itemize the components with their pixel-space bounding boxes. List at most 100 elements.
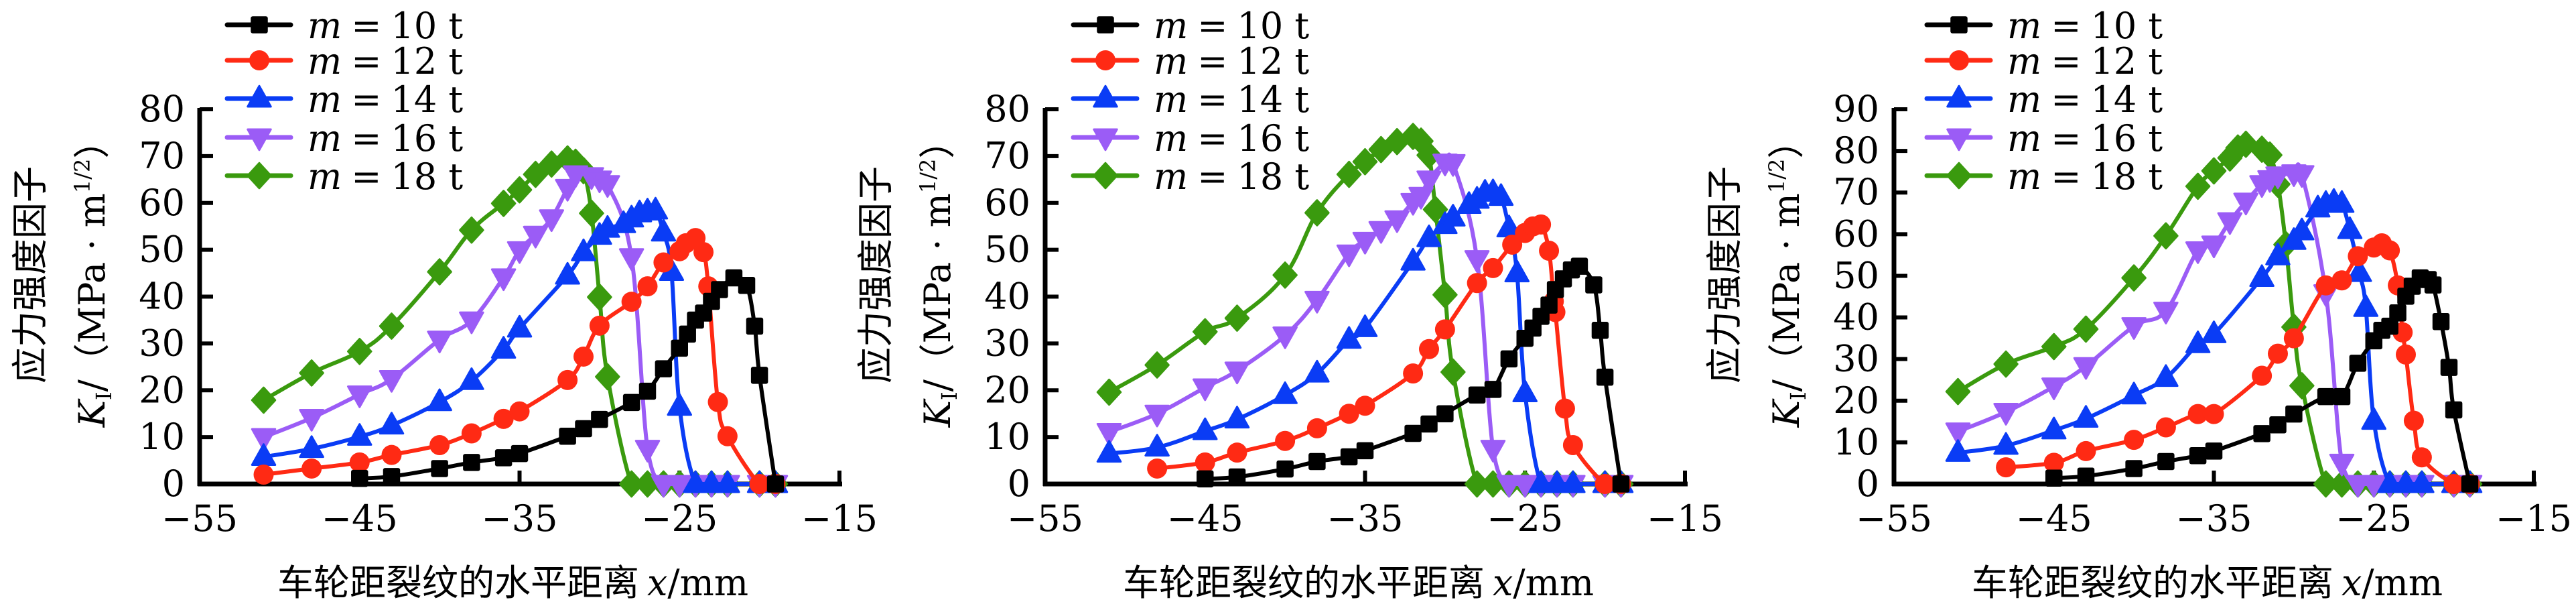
data-point	[490, 336, 517, 359]
data-point	[523, 160, 549, 188]
legend-marker	[1950, 16, 1968, 34]
data-point	[2155, 417, 2176, 438]
data-point	[1275, 430, 1296, 451]
data-point	[591, 410, 608, 428]
data-point	[2403, 410, 2424, 431]
data-point	[2461, 475, 2479, 493]
data-point	[1144, 351, 1170, 379]
data-point	[459, 367, 484, 390]
data-point	[1224, 406, 1250, 429]
data-point	[2185, 172, 2211, 200]
data-point	[2440, 359, 2458, 376]
data-point	[1304, 359, 1330, 383]
x-axis-title-text: 车轮距裂纹的水平距离	[1972, 562, 2333, 604]
plot-area	[1096, 123, 1634, 498]
data-point	[2076, 440, 2096, 461]
legend: m = 10 tm = 12 tm = 14 tm = 16 tm = 18 t	[1071, 5, 1309, 198]
legend-value: 16 t	[2090, 117, 2163, 160]
data-point	[1276, 460, 1294, 478]
data-point	[347, 338, 372, 365]
data-point	[750, 367, 768, 384]
data-point	[1595, 474, 1615, 494]
data-point	[299, 359, 324, 387]
y-tick-label: 30	[984, 322, 1030, 364]
data-point	[506, 176, 533, 204]
data-point	[1368, 221, 1394, 244]
y-tick-label: 20	[984, 369, 1030, 411]
x-axis-var: x	[647, 562, 667, 604]
data-point	[2411, 447, 2432, 468]
data-point	[2353, 294, 2379, 317]
data-point	[2283, 328, 2304, 349]
x-tick-label: −25	[2335, 497, 2412, 540]
data-point	[2331, 270, 2352, 291]
legend-var: m	[1154, 78, 1188, 121]
legend-eq: =	[2051, 78, 2081, 121]
x-tick-label: −25	[1487, 497, 1563, 540]
legend-label: m = 10 t	[308, 5, 463, 47]
series-m-12t	[1996, 233, 2480, 494]
data-point	[2269, 416, 2287, 434]
data-point	[2289, 165, 2315, 188]
data-point	[637, 276, 658, 297]
data-point	[431, 460, 448, 477]
data-point	[493, 408, 514, 429]
data-point	[2201, 320, 2227, 343]
y-axis-unit-sup: 1/2	[915, 159, 941, 194]
y-axis-title-line2: KI/（MPa · m1/2）	[70, 123, 117, 428]
data-point	[1612, 475, 1630, 493]
x-axis-title: 车轮距裂纹的水平距离 x/mm	[277, 562, 748, 604]
legend-label: m = 16 t	[2007, 117, 2163, 160]
y-tick-label: 60	[139, 182, 185, 224]
legend-value: 12 t	[1237, 40, 1309, 82]
data-point	[2121, 317, 2147, 340]
data-point	[1193, 318, 1218, 346]
y-tick-label: 90	[1833, 88, 1879, 130]
data-point	[1562, 435, 1583, 456]
y-axis-var-sub: I	[1785, 391, 1811, 400]
data-point	[1504, 259, 1530, 283]
y-axis-title-line1: 应力强度因子	[855, 166, 897, 383]
legend-value: 18 t	[2090, 156, 2163, 198]
data-point	[667, 475, 692, 498]
data-point	[575, 420, 592, 438]
series-m-10t	[351, 269, 785, 493]
legend-item: m = 16 t	[1924, 117, 2163, 160]
data-point	[683, 470, 708, 493]
data-point	[651, 475, 677, 498]
legend-marker	[1946, 128, 1972, 152]
y-axis-title-line1: 应力强度因子	[9, 166, 52, 383]
legend-eq: =	[1197, 156, 1227, 198]
y-axis-var-sub: I	[91, 391, 117, 400]
data-point	[573, 346, 594, 367]
data-point	[1531, 214, 1552, 235]
data-point	[2249, 264, 2275, 288]
x-tick-label: −35	[2176, 497, 2252, 540]
y-axis-var: K	[1765, 398, 1808, 428]
data-point	[2217, 212, 2243, 235]
data-point	[1512, 475, 1538, 498]
legend-eq: =	[1197, 5, 1227, 47]
data-point	[1416, 170, 1442, 194]
legend-label: m = 18 t	[1154, 156, 1309, 198]
data-point	[1570, 257, 1588, 275]
data-point	[490, 190, 517, 217]
legend-marker	[1097, 16, 1114, 34]
data-point	[1197, 470, 1214, 488]
data-point	[1440, 204, 1466, 227]
legend-marker	[1093, 162, 1118, 190]
data-point	[595, 363, 620, 391]
legend-item: m = 14 t	[224, 78, 463, 121]
x-tick-label: −15	[801, 497, 878, 540]
legend-value: 18 t	[1237, 156, 1309, 198]
data-point	[351, 469, 368, 487]
legend-item: m = 18 t	[224, 156, 463, 198]
series-m-14t	[1945, 188, 2483, 493]
series-line	[1155, 221, 1623, 486]
data-point	[1496, 475, 1522, 498]
y-axis-unit-post: ）	[917, 123, 959, 159]
data-point	[1436, 405, 1454, 422]
legend-label: m = 12 t	[308, 40, 463, 82]
y-axis-unit-pre: /（MPa · m	[917, 193, 959, 391]
